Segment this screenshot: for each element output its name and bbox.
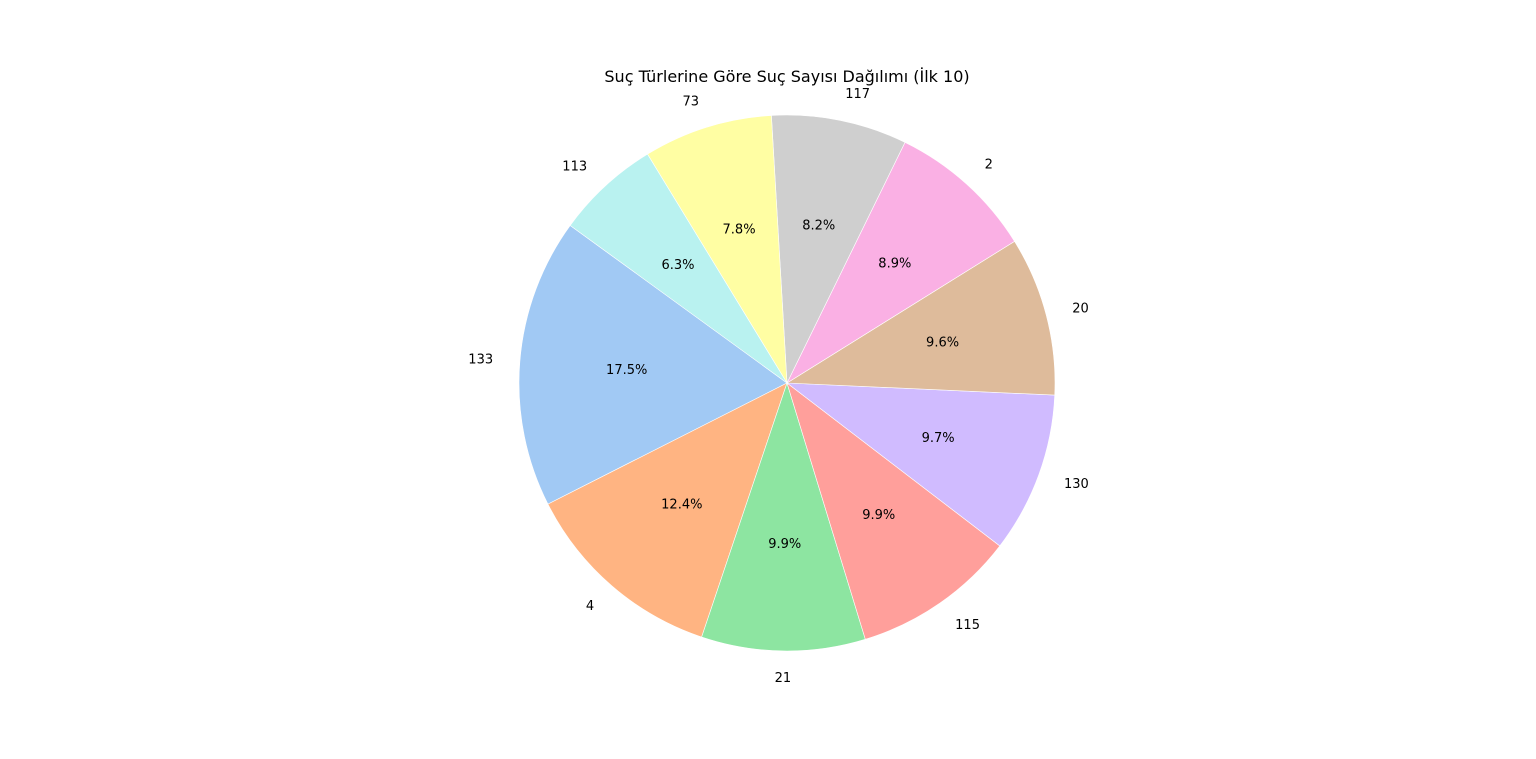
- pie-labels: 133 17.5% 4 12.4% 21 9.9% 115 9.9% 130 9.7% 20 9.6%…: [468, 87, 1089, 686]
- pie-slice-115: [786, 382, 1001, 640]
- pie-slice-20: [786, 240, 1056, 396]
- percent-label-117: 8.2%: [802, 218, 835, 233]
- percent-label-21: 9.9%: [768, 537, 801, 552]
- slice-label-115: 115: [955, 618, 980, 633]
- slice-label-117: 117: [845, 87, 870, 102]
- chart-title: Suç Türlerine Göre Suç Sayısı Dağılımı (…: [604, 67, 969, 86]
- slice-label-4: 4: [586, 599, 594, 614]
- pie-slices: [518, 114, 1056, 652]
- percent-label-133: 17.5%: [606, 363, 647, 378]
- percent-label-130: 9.7%: [922, 431, 955, 446]
- percent-label-20: 9.6%: [926, 335, 959, 350]
- slice-label-20: 20: [1072, 301, 1089, 316]
- slice-label-73: 73: [683, 95, 700, 110]
- slice-label-21: 21: [775, 671, 792, 686]
- percent-label-115: 9.9%: [862, 508, 895, 523]
- pie-slice-21: [701, 382, 866, 652]
- pie-slice-113: [569, 153, 788, 384]
- percent-label-4: 12.4%: [661, 498, 702, 513]
- slice-label-2: 2: [985, 157, 993, 172]
- slice-label-113: 113: [562, 159, 587, 174]
- pie-slice-133: [518, 225, 788, 505]
- pie-slice-117: [771, 114, 906, 385]
- pie-slice-130: [786, 382, 1056, 547]
- slice-label-130: 130: [1064, 477, 1089, 492]
- percent-label-73: 7.8%: [723, 223, 756, 238]
- slice-label-133: 133: [468, 353, 493, 368]
- percent-label-2: 8.9%: [878, 257, 911, 272]
- pie-slice-2: [786, 141, 1015, 384]
- pie-slice-73: [647, 115, 788, 384]
- percent-label-113: 6.3%: [661, 258, 694, 273]
- pie-slice-4: [547, 382, 788, 638]
